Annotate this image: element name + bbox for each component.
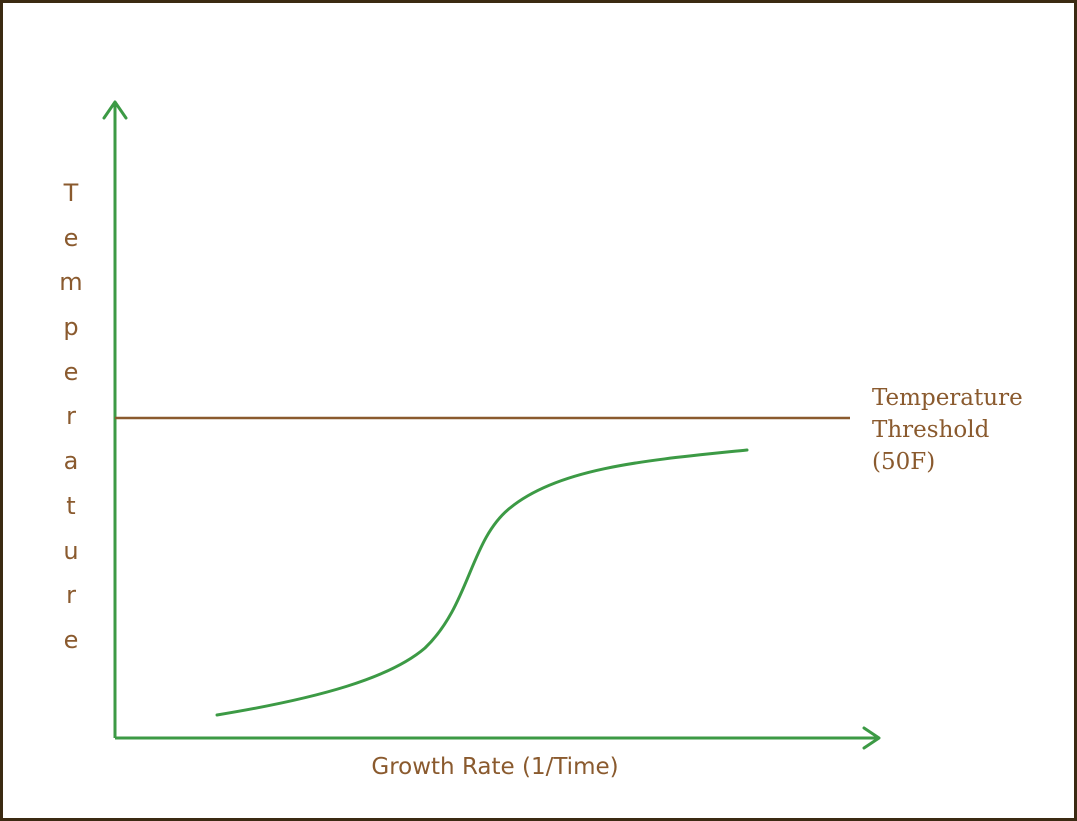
y-axis-label-letter: e bbox=[63, 357, 79, 386]
threshold-label: Temperature Threshold (50F) bbox=[872, 382, 1062, 478]
y-axis-label-letter: r bbox=[66, 581, 76, 610]
y-axis-label-letter: m bbox=[59, 268, 83, 297]
y-axis-label-letter: e bbox=[63, 625, 79, 654]
x-axis-label: Growth Rate (1/Time) bbox=[371, 754, 619, 780]
threshold-label-line: (50F) bbox=[872, 449, 936, 475]
threshold-label-line: Temperature bbox=[872, 385, 1023, 411]
threshold-label-line: Threshold bbox=[872, 417, 990, 443]
y-axis-label-letter: T bbox=[63, 179, 79, 207]
growth-curve bbox=[215, 448, 749, 717]
y-axis-label-letter: e bbox=[63, 223, 79, 252]
y-axis-label-letter: p bbox=[63, 313, 79, 342]
y-axis-label-letter: u bbox=[63, 536, 79, 565]
x-axis-arrowhead bbox=[862, 726, 881, 750]
y-axis-label-letter: t bbox=[66, 491, 76, 520]
y-axis-label-letter: r bbox=[66, 402, 76, 431]
y-axis-label: T e m p e r a t u r e bbox=[56, 177, 86, 669]
y-axis-arrowhead bbox=[102, 100, 128, 120]
y-axis-label-letter: a bbox=[63, 447, 79, 476]
